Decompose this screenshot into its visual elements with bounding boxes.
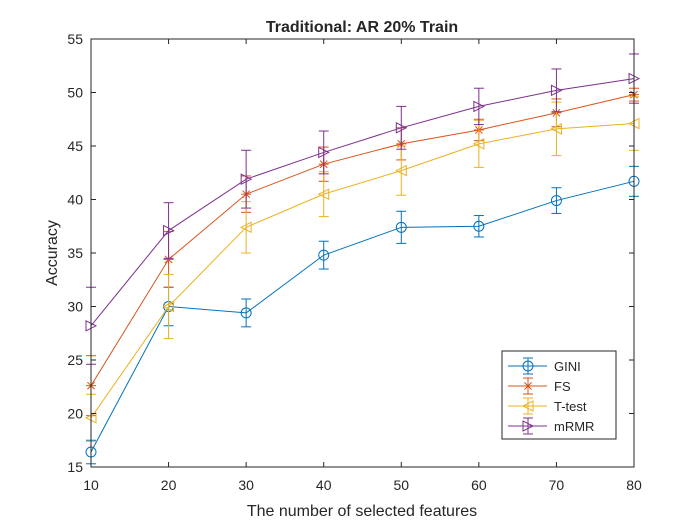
- y-tick-label: 45: [67, 138, 83, 154]
- legend-label: mRMR: [554, 419, 594, 434]
- legend-marker: [522, 420, 535, 432]
- error-bar: [241, 149, 252, 209]
- asterisk-stroke: [164, 255, 173, 264]
- error-bar: [318, 240, 329, 270]
- error-bar: [163, 202, 174, 259]
- legend-entry: FS: [508, 377, 571, 395]
- error-bar: [473, 87, 484, 126]
- data-point: [240, 221, 252, 234]
- series-line: [90, 123, 635, 419]
- data-point: [395, 122, 408, 134]
- data-point: [550, 84, 563, 97]
- legend: GINI FS T-test mRMR: [501, 350, 617, 440]
- data-point: [318, 249, 330, 261]
- y-tick-label: 30: [67, 299, 83, 315]
- x-tick-label: 70: [549, 477, 565, 493]
- legend-entry: mRMR: [508, 417, 594, 435]
- x-tick-label: 60: [471, 477, 487, 493]
- data-point: [317, 188, 330, 200]
- x-tick-label: 20: [161, 477, 177, 493]
- data-point: [473, 220, 485, 232]
- error-bar: [318, 130, 329, 175]
- series-t-test: [84, 96, 640, 442]
- x-tick-label: 80: [626, 477, 642, 493]
- series-layer: [84, 53, 641, 465]
- legend-box: [501, 350, 617, 440]
- data-point: [162, 300, 175, 313]
- series-line: [90, 94, 635, 386]
- error-bar: [473, 215, 484, 238]
- chart-title: Traditional: AR 20% Train: [266, 19, 458, 36]
- legend-entry: GINI: [508, 357, 581, 375]
- x-tick-label: 10: [83, 477, 99, 493]
- legend-label: FS: [554, 379, 571, 394]
- x-tick-label: 40: [316, 477, 332, 493]
- x-tick-label: 50: [393, 477, 409, 493]
- error-bar: [163, 273, 174, 340]
- legend-marker: [523, 381, 533, 391]
- axes-layer: 10 20 30 40 50 60 70 80 15 20 25 30 35 40 45 50 55: [67, 31, 642, 493]
- data-point: [163, 224, 175, 237]
- x-tick-label: 30: [238, 477, 254, 493]
- y-axis-label: Accuracy: [44, 220, 61, 286]
- error-bar: [396, 105, 407, 150]
- error-bar: [241, 298, 252, 328]
- series-line: [90, 180, 635, 453]
- y-tick-label: 40: [67, 192, 83, 208]
- data-point: [473, 100, 485, 113]
- data-point: [240, 173, 253, 185]
- data-point: [395, 221, 407, 233]
- asterisk-stroke: [524, 382, 532, 390]
- series-line: [90, 78, 635, 327]
- data-point: [472, 138, 485, 150]
- error-bar: [551, 68, 562, 113]
- legend-marker: [521, 400, 534, 412]
- x-axis-label: The number of selected features: [247, 503, 477, 520]
- data-point: [550, 123, 562, 135]
- data-point: [318, 146, 330, 159]
- error-bar: [396, 210, 407, 244]
- y-tick-label: 15: [67, 459, 83, 475]
- legend-label: GINI: [554, 359, 581, 374]
- data-point: [240, 307, 252, 319]
- legend-label: T-test: [554, 399, 587, 414]
- y-tick-label: 20: [67, 406, 83, 422]
- legend-entry: T-test: [508, 397, 587, 415]
- data-point: [395, 164, 407, 177]
- y-tick-label: 35: [67, 245, 83, 261]
- error-bar: [551, 187, 562, 214]
- y-tick-label: 55: [67, 31, 83, 47]
- data-point: [550, 195, 562, 207]
- y-tick-label: 50: [67, 85, 83, 101]
- legend-marker: [522, 360, 534, 372]
- y-tick-label: 25: [67, 352, 83, 368]
